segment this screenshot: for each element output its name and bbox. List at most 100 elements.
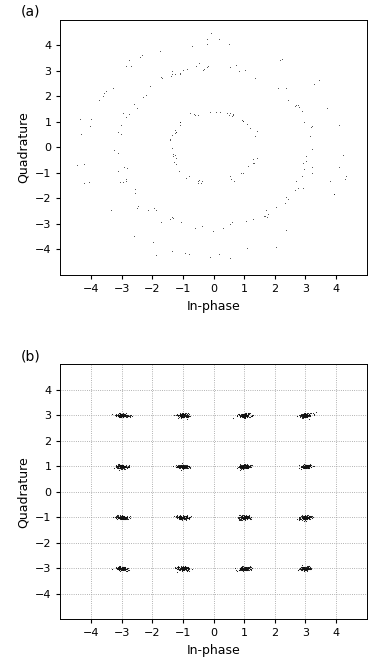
- Point: [300, 514, 306, 525]
- Point: [119, 563, 125, 573]
- Point: [184, 510, 190, 521]
- Point: [297, 512, 303, 523]
- Point: [306, 461, 312, 472]
- Point: [303, 411, 309, 421]
- Point: [179, 463, 185, 473]
- Point: [300, 563, 306, 574]
- Point: [249, 409, 256, 420]
- Point: [122, 410, 128, 420]
- Point: [238, 461, 244, 471]
- Point: [240, 460, 246, 471]
- Point: [177, 411, 183, 422]
- Point: [244, 461, 250, 472]
- Point: [238, 563, 244, 573]
- Point: [246, 513, 253, 523]
- Point: [118, 461, 124, 472]
- Point: [242, 411, 248, 422]
- Point: [116, 511, 122, 522]
- Point: [242, 511, 248, 521]
- Point: [241, 411, 247, 421]
- Point: [183, 410, 189, 420]
- Point: [115, 512, 121, 523]
- Point: [235, 515, 242, 525]
- Point: [180, 563, 186, 574]
- Point: [237, 462, 243, 473]
- Point: [236, 565, 242, 575]
- Point: [242, 459, 248, 470]
- Point: [263, 204, 269, 215]
- Point: [207, 107, 213, 117]
- Point: [183, 564, 189, 575]
- Point: [307, 410, 313, 420]
- Point: [183, 512, 189, 523]
- Point: [180, 511, 186, 521]
- Point: [115, 127, 121, 137]
- Point: [217, 249, 223, 260]
- Point: [243, 563, 249, 573]
- Point: [301, 515, 307, 526]
- Point: [119, 409, 125, 420]
- Point: [242, 511, 248, 521]
- Point: [182, 564, 188, 575]
- Point: [301, 563, 307, 573]
- Point: [123, 513, 129, 524]
- Point: [113, 411, 119, 421]
- Point: [244, 564, 250, 575]
- Point: [185, 563, 191, 574]
- Point: [177, 512, 183, 523]
- Point: [173, 563, 179, 573]
- Point: [182, 561, 188, 572]
- Point: [118, 459, 124, 470]
- Point: [117, 511, 123, 522]
- Point: [117, 511, 123, 522]
- Point: [180, 408, 186, 418]
- Point: [300, 158, 306, 168]
- Point: [239, 461, 245, 471]
- Point: [121, 462, 127, 473]
- Point: [306, 513, 312, 524]
- Point: [181, 409, 187, 419]
- Point: [183, 462, 189, 473]
- Point: [178, 411, 184, 422]
- Point: [127, 511, 133, 522]
- Point: [240, 462, 246, 473]
- Point: [181, 461, 187, 472]
- Point: [239, 511, 245, 521]
- Point: [307, 409, 313, 420]
- Point: [122, 462, 128, 473]
- Point: [182, 463, 188, 473]
- Point: [177, 563, 183, 574]
- Point: [113, 512, 119, 523]
- Point: [240, 461, 246, 472]
- Point: [299, 513, 305, 523]
- Point: [119, 563, 125, 574]
- Point: [240, 563, 246, 574]
- Point: [240, 461, 246, 471]
- Point: [181, 511, 187, 521]
- Point: [180, 564, 186, 575]
- Point: [181, 410, 187, 420]
- Point: [303, 460, 309, 471]
- Point: [181, 563, 187, 573]
- Point: [239, 564, 245, 575]
- Point: [296, 513, 302, 524]
- Point: [244, 511, 250, 522]
- Point: [304, 461, 310, 472]
- Point: [182, 461, 188, 471]
- Point: [254, 153, 260, 163]
- Point: [302, 512, 308, 523]
- Point: [242, 413, 248, 423]
- Point: [177, 461, 183, 471]
- Point: [116, 461, 122, 472]
- Point: [245, 511, 251, 521]
- Point: [240, 512, 246, 523]
- Point: [240, 565, 246, 575]
- Point: [307, 130, 313, 141]
- Point: [180, 563, 186, 574]
- Point: [120, 564, 126, 575]
- Point: [241, 511, 247, 521]
- Point: [192, 109, 198, 120]
- Point: [306, 511, 312, 522]
- Point: [117, 513, 123, 524]
- Point: [119, 513, 125, 523]
